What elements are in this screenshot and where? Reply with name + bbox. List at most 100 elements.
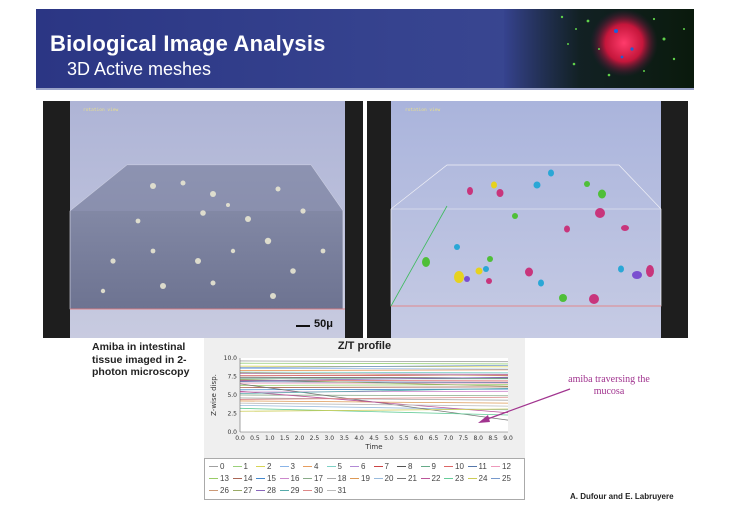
legend-swatch xyxy=(350,466,359,468)
legend-label: 30 xyxy=(314,486,323,495)
chart-title: Z/T profile xyxy=(337,340,392,352)
y-tick-label: 7.5 xyxy=(227,374,237,381)
legend-item-5: 5 xyxy=(326,462,342,471)
legend-item-0: 0 xyxy=(209,462,224,471)
legend-label: 20 xyxy=(384,474,394,483)
legend-label: 0 xyxy=(220,462,225,471)
x-tick-label: 7.0 xyxy=(444,435,454,442)
legend-label: 6 xyxy=(361,462,366,471)
legend-label: 21 xyxy=(408,474,417,483)
active-mesh-panel: rotation view xyxy=(367,101,688,338)
legend-item-18: 18 xyxy=(326,474,347,483)
x-axis-label: Time xyxy=(364,443,382,451)
legend-swatch xyxy=(420,466,430,468)
zt-profile-plot: 0.0 0.5 1.0 1.5 2.0 2.5 3.0 3.5 4.0 4.5 5.0 5.5 6.0 6… xyxy=(210,355,513,451)
legend-swatch xyxy=(279,478,289,480)
legend-item-13: 13 xyxy=(209,474,229,483)
legend-label: 17 xyxy=(314,474,323,483)
legend-item-22: 22 xyxy=(420,474,441,483)
legend-label: 2 xyxy=(267,462,272,471)
series-line-30 xyxy=(239,396,509,400)
legend-label: 26 xyxy=(220,486,229,495)
legend-item-16: 16 xyxy=(279,474,300,483)
microscopy-corner-image xyxy=(504,9,694,88)
x-tick-label: 4.5 xyxy=(369,435,379,442)
legend-swatch xyxy=(209,490,218,492)
series-line-25 xyxy=(239,365,509,369)
y-tick-label: 0.0 xyxy=(227,429,237,436)
legend-swatch xyxy=(467,478,477,480)
slide-title: Biological Image Analysis xyxy=(50,31,326,56)
legend-label: 18 xyxy=(337,474,347,483)
legend-item-14: 14 xyxy=(232,474,253,483)
legend-swatch xyxy=(397,466,406,468)
legend-item-15: 15 xyxy=(256,474,276,483)
legend-item-2: 2 xyxy=(256,462,271,471)
tissue-volume-panel: rotation view xyxy=(43,101,363,338)
legend-item-29: 29 xyxy=(279,486,300,495)
legend-item-6: 6 xyxy=(350,462,365,471)
series-line-26 xyxy=(239,372,509,377)
legend-swatch xyxy=(209,478,218,480)
legend-item-10: 10 xyxy=(444,462,464,471)
legend-label: 10 xyxy=(455,462,464,471)
legend-label: 19 xyxy=(361,474,370,483)
legend-item-8: 8 xyxy=(397,462,412,471)
legend-swatch xyxy=(491,478,500,480)
y-tick-label: 2.5 xyxy=(227,411,237,418)
legend-swatch xyxy=(397,478,406,480)
legend-swatch xyxy=(350,478,359,480)
legend-swatch xyxy=(303,478,312,480)
series-line-29 xyxy=(239,387,509,394)
legend-swatch xyxy=(279,466,289,468)
legend-swatch xyxy=(303,490,312,492)
legend-label: 16 xyxy=(290,474,300,483)
x-tick-label: 9.0 xyxy=(503,435,513,442)
x-tick-label: 3.0 xyxy=(325,435,335,442)
legend-swatch xyxy=(420,478,430,480)
legend-swatch xyxy=(232,490,242,492)
header-rule xyxy=(36,88,694,90)
legend-label: 29 xyxy=(290,486,300,495)
legend-label: 24 xyxy=(478,474,488,483)
legend-item-30: 30 xyxy=(303,486,323,495)
legend-label: 14 xyxy=(243,474,253,483)
left-panel-label: rotation view xyxy=(83,107,119,113)
legend-swatch xyxy=(256,466,265,468)
legend-label: 5 xyxy=(337,462,342,471)
author-credit: A. Dufour and E. Labruyere xyxy=(570,492,674,501)
legend-label: 23 xyxy=(455,474,464,483)
legend-item-26: 26 xyxy=(209,486,229,495)
y-axis-label: Z-wise disp. xyxy=(210,374,218,416)
legend-label: 31 xyxy=(337,486,347,495)
figure-caption: Amiba in intestinal tissue imaged in 2-p… xyxy=(92,341,190,378)
series-line-28 xyxy=(239,376,509,382)
legend-swatch xyxy=(256,490,265,492)
legend-label: 11 xyxy=(478,462,487,471)
legend-item-7: 7 xyxy=(373,462,389,471)
x-tick-label: 6.5 xyxy=(429,435,439,442)
series-line-1 xyxy=(239,362,509,365)
x-tick-label: 2.0 xyxy=(295,435,305,442)
legend-label: 13 xyxy=(220,474,229,483)
series-line-14 xyxy=(239,386,509,388)
x-tick-label: 2.5 xyxy=(310,435,320,442)
x-tick-label: 5.0 xyxy=(384,435,394,442)
legend-item-31: 31 xyxy=(326,486,347,495)
x-tick-label: 8.5 xyxy=(488,435,498,442)
slide-header: Biological Image Analysis 3D Active mesh… xyxy=(36,9,694,88)
legend-swatch xyxy=(279,490,289,492)
annotation-arrow xyxy=(478,388,571,423)
y-tick-label: 10.0 xyxy=(224,355,238,362)
legend-label: 1 xyxy=(243,462,248,471)
legend-label: 22 xyxy=(431,474,441,483)
x-tick-label: 7.5 xyxy=(459,435,469,442)
series-line-11 xyxy=(239,381,509,383)
legend-item-24: 24 xyxy=(467,474,488,483)
legend-swatch xyxy=(232,466,242,468)
scale-bar xyxy=(296,325,310,327)
legend-item-19: 19 xyxy=(350,474,370,483)
tissue-volume-render: rotation view xyxy=(69,101,345,338)
x-tick-label: 6.0 xyxy=(414,435,424,442)
legend-item-23: 23 xyxy=(444,474,464,483)
